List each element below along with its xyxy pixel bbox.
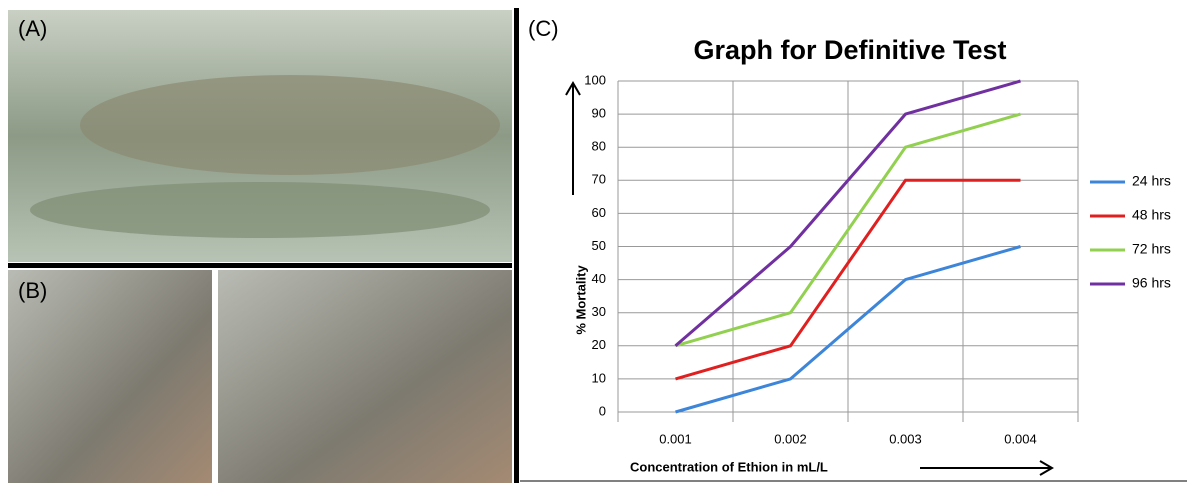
x-tick-label: 0.002 <box>774 431 807 446</box>
y-tick-label: 30 <box>592 304 606 319</box>
chart-title: Graph for Definitive Test <box>693 35 1006 65</box>
legend-label: 72 hrs <box>1132 241 1171 257</box>
y-tick-label: 80 <box>592 139 606 154</box>
canvas: (A) (B) (C) Graph for Definitive Test % … <box>0 0 1187 483</box>
legend-label: 24 hrs <box>1132 173 1171 189</box>
y-tick-label: 40 <box>592 271 606 286</box>
y-tick-label: 70 <box>592 172 606 187</box>
panel-label: (A) <box>18 16 47 41</box>
x-tick-label: 0.003 <box>889 431 922 446</box>
x-tick-label: 0.001 <box>659 431 692 446</box>
fish-shape <box>80 75 500 175</box>
y-axis-label: % Mortality <box>573 265 588 335</box>
photo-b2 <box>218 270 512 483</box>
panel-label: (B) <box>18 278 47 303</box>
y-tick-label: 90 <box>592 106 606 121</box>
y-tick-label: 100 <box>584 72 606 87</box>
x-axis-label: Concentration of Ethion in mL/L <box>630 459 828 474</box>
arrow <box>566 83 1052 475</box>
legend-label: 48 hrs <box>1132 207 1171 223</box>
legend-label: 96 hrs <box>1132 275 1171 291</box>
y-tick-label: 10 <box>592 370 606 385</box>
panel-label: (C) <box>528 16 559 41</box>
y-tick-label: 0 <box>599 403 606 418</box>
y-tick-label: 60 <box>592 205 606 220</box>
y-tick-label: 20 <box>592 337 606 352</box>
x-tick-label: 0.004 <box>1004 431 1037 446</box>
divider <box>514 8 519 483</box>
fish-shape <box>30 182 490 238</box>
divider <box>8 263 512 268</box>
figure: (A) (B) (C) Graph for Definitive Test % … <box>0 0 1187 483</box>
y-tick-label: 50 <box>592 238 606 253</box>
